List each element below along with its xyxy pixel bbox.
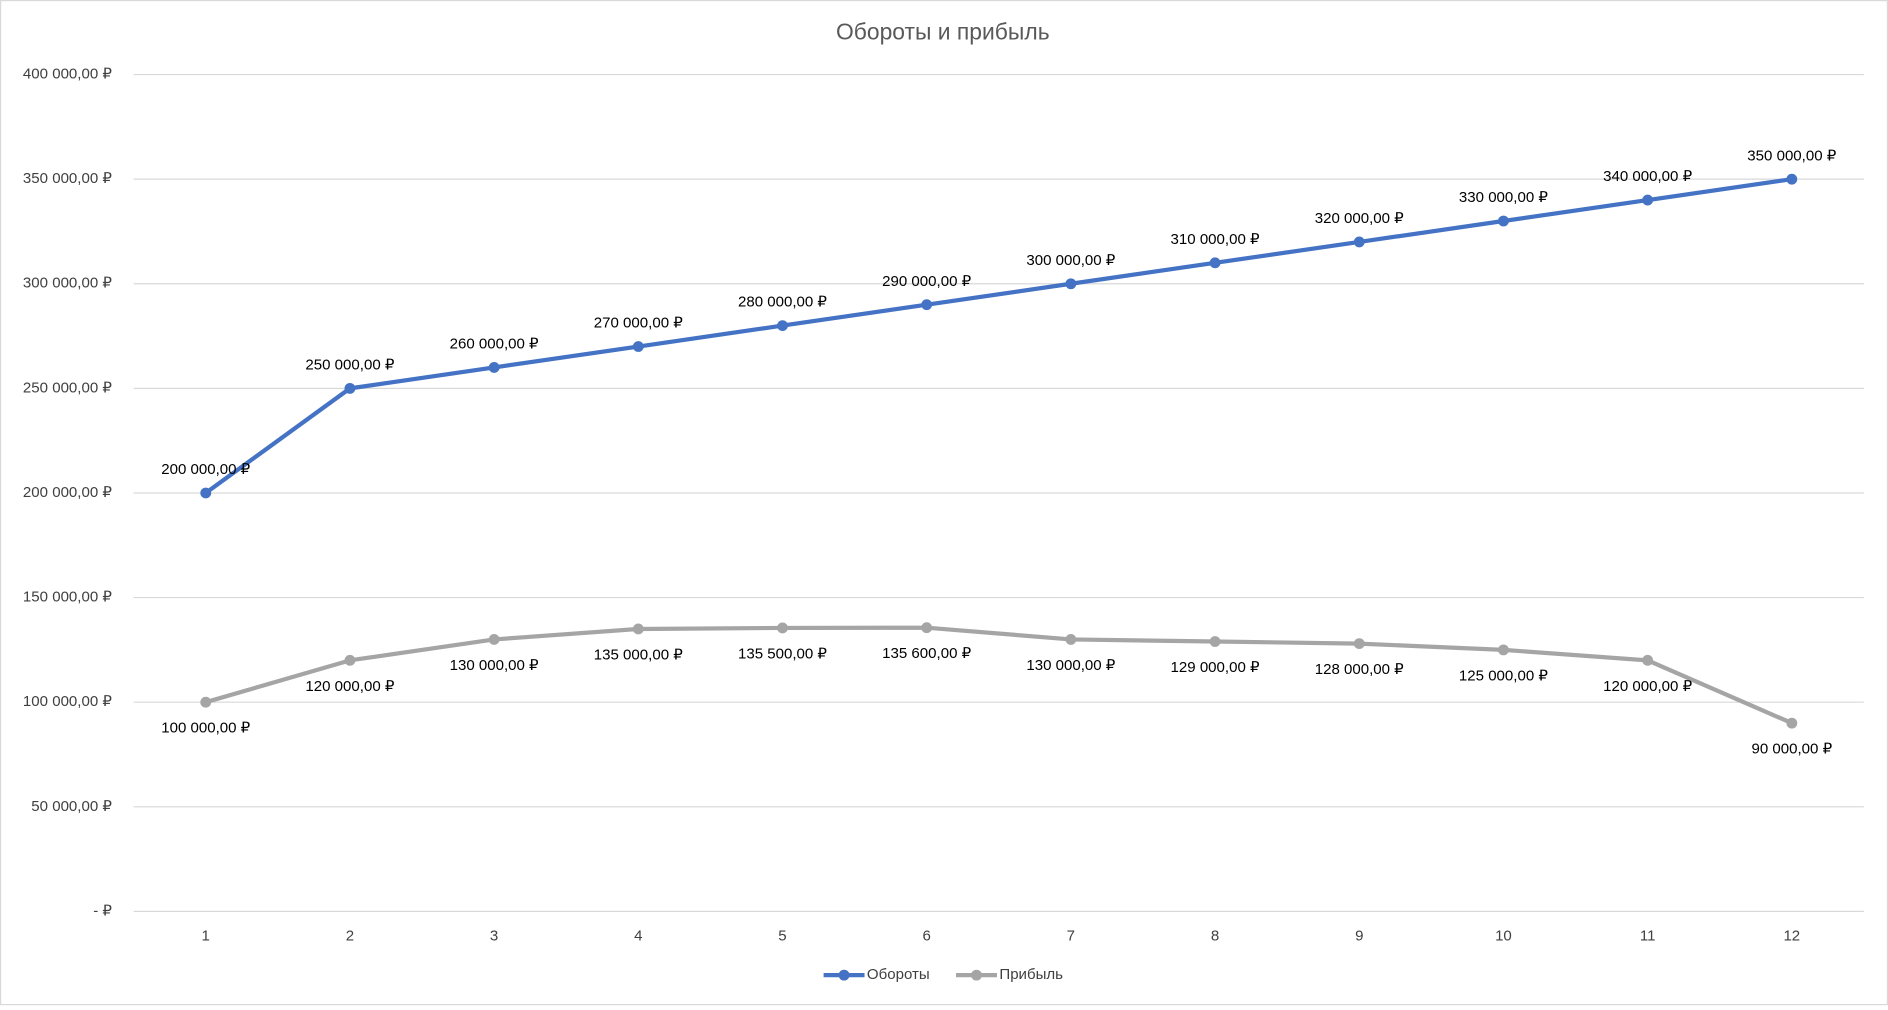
data-point	[632, 341, 644, 352]
data-label: 120 000,00 ₽	[305, 678, 394, 695]
chart-title: Обороты и прибыль	[836, 19, 1050, 45]
data-point	[1065, 634, 1077, 645]
data-label: 100 000,00 ₽	[161, 720, 250, 737]
series-line	[204, 177, 1793, 495]
data-label: 290 000,00 ₽	[882, 273, 971, 290]
data-point	[777, 320, 788, 332]
data-label: 130 000,00 ₽	[450, 657, 539, 674]
data-label: 135 000,00 ₽	[594, 646, 683, 663]
data-point	[488, 362, 500, 373]
x-tick-label: 5	[778, 928, 786, 945]
data-label: 330 000,00 ₽	[1459, 189, 1548, 206]
data-label: 129 000,00 ₽	[1171, 659, 1260, 676]
x-tick-label: 9	[1355, 928, 1363, 945]
data-label: 340 000,00 ₽	[1603, 168, 1692, 185]
data-label: 270 000,00 ₽	[594, 315, 683, 332]
data-point	[1065, 278, 1077, 290]
y-tick-label: 50 000,00 ₽	[31, 798, 112, 815]
data-label: 300 000,00 ₽	[1026, 252, 1115, 269]
y-tick-label: - ₽	[93, 902, 112, 919]
y-tick-label: 200 000,00 ₽	[23, 484, 112, 501]
data-label: 320 000,00 ₽	[1315, 210, 1404, 227]
x-tick-label: 6	[923, 928, 931, 945]
data-point	[632, 623, 644, 635]
y-tick-label: 250 000,00 ₽	[23, 379, 112, 396]
y-tick-label: 150 000,00 ₽	[23, 589, 112, 606]
data-point	[921, 299, 933, 311]
data-point	[1209, 257, 1221, 269]
y-tick-label: 400 000,00 ₽	[23, 66, 112, 83]
data-label: 130 000,00 ₽	[1026, 657, 1115, 674]
data-point	[1786, 717, 1798, 729]
x-tick-label: 7	[1067, 928, 1075, 945]
x-tick-label: 8	[1211, 928, 1219, 945]
data-label: 350 000,00 ₽	[1747, 147, 1836, 164]
data-label: 120 000,00 ₽	[1603, 678, 1692, 695]
data-point	[1209, 636, 1221, 647]
x-tick-label: 3	[490, 928, 498, 945]
x-tick-label: 1	[202, 928, 210, 945]
data-point	[344, 654, 356, 666]
legend-label: Прибыль	[999, 966, 1063, 983]
data-label: 135 500,00 ₽	[738, 645, 827, 662]
data-point	[488, 634, 500, 645]
data-label: 280 000,00 ₽	[738, 294, 827, 311]
data-point	[1353, 638, 1365, 650]
x-tick-label: 11	[1640, 928, 1656, 945]
data-label: 310 000,00 ₽	[1171, 231, 1260, 248]
data-point	[1642, 654, 1654, 666]
legend-label: Обороты	[867, 966, 930, 983]
y-tick-label: 350 000,00 ₽	[23, 170, 112, 187]
data-label: 135 600,00 ₽	[882, 645, 971, 662]
data-label: 250 000,00 ₽	[305, 356, 394, 373]
data-point	[200, 696, 212, 708]
data-point	[1353, 236, 1365, 248]
x-tick-label: 12	[1783, 928, 1800, 945]
data-label: 128 000,00 ₽	[1315, 661, 1404, 678]
data-point	[1786, 173, 1798, 185]
data-point	[777, 622, 788, 634]
data-point	[1498, 644, 1509, 656]
series-line	[205, 625, 1793, 726]
data-label: 90 000,00 ₽	[1751, 741, 1832, 758]
data-point	[344, 382, 356, 394]
y-tick-label: 300 000,00 ₽	[23, 275, 112, 292]
data-label: 125 000,00 ₽	[1459, 667, 1548, 684]
x-tick-label: 2	[346, 928, 354, 945]
data-point	[1498, 215, 1509, 227]
x-tick-label: 4	[634, 928, 642, 945]
data-label: 200 000,00 ₽	[161, 461, 250, 478]
data-label: 260 000,00 ₽	[450, 336, 539, 353]
legend-marker	[971, 969, 982, 981]
legend-marker	[838, 969, 850, 981]
data-point	[200, 487, 212, 499]
data-point	[1642, 194, 1654, 206]
y-tick-label: 100 000,00 ₽	[23, 693, 112, 710]
data-point	[921, 622, 933, 634]
x-tick-label: 10	[1495, 928, 1512, 945]
